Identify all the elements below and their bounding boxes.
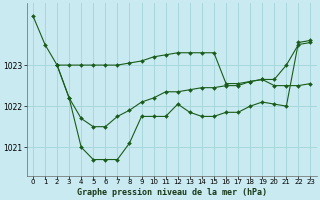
X-axis label: Graphe pression niveau de la mer (hPa): Graphe pression niveau de la mer (hPa) xyxy=(77,188,267,197)
